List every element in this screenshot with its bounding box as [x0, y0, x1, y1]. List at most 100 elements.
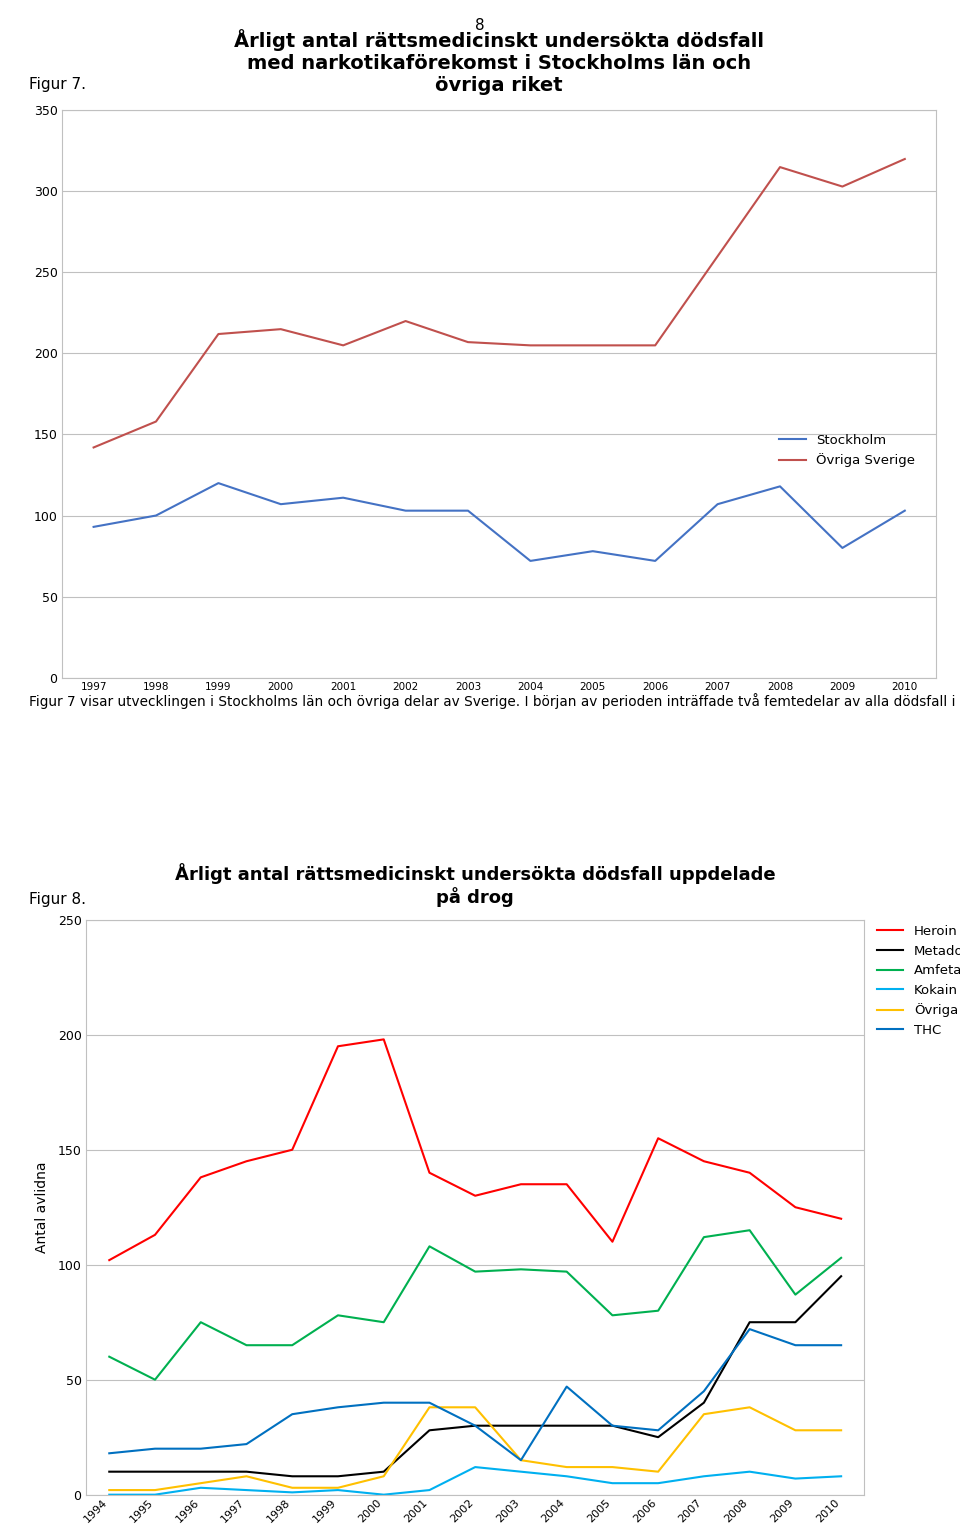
Metadon	[744, 1312, 756, 1331]
Metadon	[469, 1416, 481, 1435]
Amfetamin	[698, 1228, 709, 1246]
THC	[790, 1335, 802, 1355]
THC	[241, 1435, 252, 1453]
Övriga	[790, 1421, 802, 1439]
Amfetamin	[195, 1312, 206, 1331]
Metadon	[516, 1416, 527, 1435]
Övriga	[698, 1404, 709, 1423]
Amfetamin	[744, 1220, 756, 1239]
Line: THC: THC	[109, 1329, 841, 1459]
Legend: Stockholm, Övriga Sverige: Stockholm, Övriga Sverige	[774, 429, 921, 472]
Metadon	[698, 1393, 709, 1412]
Metadon	[241, 1462, 252, 1481]
Text: Figur 8.: Figur 8.	[29, 892, 85, 908]
Kokain	[195, 1478, 206, 1496]
Amfetamin	[149, 1371, 160, 1389]
Amfetamin	[790, 1285, 802, 1303]
Kokain	[149, 1485, 160, 1504]
Övriga	[561, 1458, 572, 1476]
Heroin	[104, 1251, 115, 1269]
Övriga	[286, 1478, 298, 1496]
Amfetamin	[332, 1306, 344, 1325]
Heroin	[744, 1164, 756, 1182]
THC	[378, 1393, 390, 1412]
THC	[653, 1421, 664, 1439]
Line: Heroin: Heroin	[109, 1039, 841, 1260]
Amfetamin	[653, 1302, 664, 1320]
Heroin	[607, 1233, 618, 1251]
Heroin	[423, 1164, 435, 1182]
THC	[332, 1398, 344, 1416]
Heroin	[195, 1168, 206, 1187]
Metadon	[790, 1312, 802, 1331]
Text: Figur 7 visar utvecklingen i Stockholms län och övriga delar av Sverige. I börja: Figur 7 visar utvecklingen i Stockholms …	[29, 693, 960, 708]
Övriga	[104, 1481, 115, 1499]
Kokain	[698, 1467, 709, 1485]
Metadon	[104, 1462, 115, 1481]
Metadon	[149, 1462, 160, 1481]
Heroin	[149, 1226, 160, 1245]
Amfetamin	[423, 1237, 435, 1256]
THC	[469, 1416, 481, 1435]
Kokain	[378, 1485, 390, 1504]
Line: Kokain: Kokain	[109, 1467, 841, 1495]
Heroin	[698, 1153, 709, 1171]
Heroin	[790, 1199, 802, 1217]
THC	[607, 1416, 618, 1435]
Heroin	[241, 1153, 252, 1171]
Kokain	[790, 1469, 802, 1487]
Övriga	[195, 1475, 206, 1493]
Kokain	[561, 1467, 572, 1485]
THC	[286, 1404, 298, 1423]
Övriga	[744, 1398, 756, 1416]
Övriga	[378, 1467, 390, 1485]
Övriga	[332, 1478, 344, 1496]
Line: Metadon: Metadon	[109, 1275, 841, 1476]
Amfetamin	[378, 1312, 390, 1331]
Metadon	[607, 1416, 618, 1435]
Kokain	[104, 1485, 115, 1504]
Kokain	[607, 1475, 618, 1493]
Heroin	[835, 1210, 847, 1228]
Metadon	[286, 1467, 298, 1485]
Övriga	[653, 1462, 664, 1481]
Title: Årligt antal rättsmedicinskt undersökta dödsfall uppdelade
på drog: Årligt antal rättsmedicinskt undersökta …	[175, 863, 776, 908]
Line: Amfetamin: Amfetamin	[109, 1229, 841, 1380]
Amfetamin	[561, 1263, 572, 1282]
Metadon	[378, 1462, 390, 1481]
Amfetamin	[835, 1248, 847, 1266]
Övriga	[835, 1421, 847, 1439]
Kokain	[516, 1462, 527, 1481]
Metadon	[332, 1467, 344, 1485]
Y-axis label: Antal avlidna: Antal avlidna	[36, 1162, 49, 1252]
THC	[698, 1383, 709, 1401]
THC	[195, 1439, 206, 1458]
Metadon	[835, 1266, 847, 1285]
Metadon	[423, 1421, 435, 1439]
Kokain	[286, 1484, 298, 1502]
Kokain	[653, 1475, 664, 1493]
Heroin	[561, 1174, 572, 1193]
Heroin	[286, 1141, 298, 1159]
Amfetamin	[516, 1260, 527, 1279]
Övriga	[469, 1398, 481, 1416]
Övriga	[607, 1458, 618, 1476]
Title: Årligt antal rättsmedicinskt undersökta dödsfall
med narkotikaförekomst i Stockh: Årligt antal rättsmedicinskt undersökta …	[234, 29, 764, 95]
Kokain	[332, 1481, 344, 1499]
Text: Figur 7.: Figur 7.	[29, 77, 85, 92]
Line: Övriga: Övriga	[109, 1407, 841, 1490]
Amfetamin	[607, 1306, 618, 1325]
Amfetamin	[469, 1263, 481, 1282]
THC	[561, 1377, 572, 1395]
Kokain	[835, 1467, 847, 1485]
THC	[744, 1320, 756, 1338]
Text: 8: 8	[475, 18, 485, 34]
Metadon	[195, 1462, 206, 1481]
Kokain	[423, 1481, 435, 1499]
Kokain	[469, 1458, 481, 1476]
Heroin	[332, 1036, 344, 1055]
Heroin	[378, 1030, 390, 1049]
Kokain	[744, 1462, 756, 1481]
Heroin	[653, 1128, 664, 1147]
Amfetamin	[286, 1335, 298, 1355]
